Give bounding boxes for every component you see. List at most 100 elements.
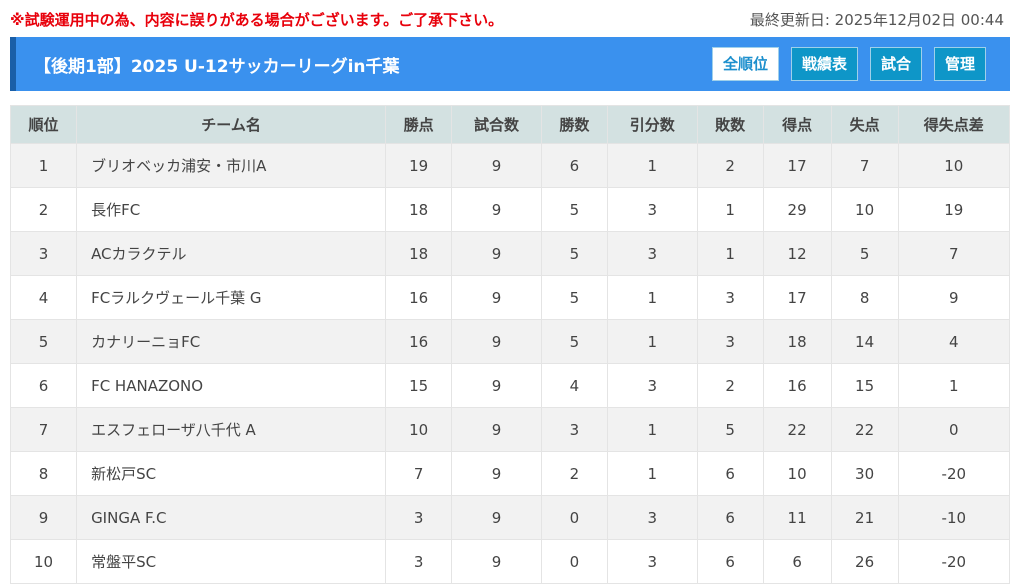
table-row: 1 ブリオベッカ浦安・市川A 19 9 6 1 2 17 7 10	[9, 143, 1011, 188]
table-cell: 19	[385, 143, 453, 188]
table-cell: 9	[451, 319, 542, 364]
table-cell: 5	[9, 319, 78, 364]
table-cell: 1	[606, 319, 698, 364]
table-cell: 15	[385, 363, 453, 408]
table-cell: 9	[9, 495, 78, 540]
team-name: ACカラクテル	[76, 231, 387, 276]
table-cell: 11	[762, 495, 832, 540]
table-cell: 16	[385, 275, 453, 320]
table-row: 5 カナリーニョFC 16 9 5 1 3 18 14 4	[9, 319, 1011, 364]
table-cell: 1	[9, 143, 78, 188]
table-cell: 9	[451, 495, 542, 540]
table-cell: 9	[451, 143, 542, 188]
table-cell: 9	[451, 363, 542, 408]
table-cell: 22	[762, 407, 832, 452]
table-cell: 10	[897, 143, 1011, 188]
table-cell: 1	[696, 231, 764, 276]
team-name: FC HANAZONO	[76, 363, 387, 408]
table-cell: 5	[696, 407, 764, 452]
table-cell: 15	[830, 363, 899, 408]
table-cell: 29	[762, 187, 832, 232]
team-name: GINGA F.C	[76, 495, 387, 540]
table-cell: 6	[696, 539, 764, 584]
admin-button[interactable]: 管理	[933, 47, 986, 81]
table-cell: 6	[696, 495, 764, 540]
table-cell: 16	[385, 319, 453, 364]
table-cell: 22	[830, 407, 899, 452]
table-cell: 6	[9, 363, 78, 408]
table-cell: 17	[762, 143, 832, 188]
table-cell: 4	[540, 363, 608, 408]
table-cell: 2	[9, 187, 78, 232]
team-name: ブリオベッカ浦安・市川A	[76, 143, 387, 188]
table-cell: 5	[540, 275, 608, 320]
table-cell: 18	[762, 319, 832, 364]
table-cell: -20	[897, 451, 1011, 496]
column-header: 敗数	[696, 105, 764, 144]
table-cell: 4	[897, 319, 1011, 364]
table-cell: 3	[540, 407, 608, 452]
table-cell: 0	[897, 407, 1011, 452]
table-cell: 3	[385, 495, 453, 540]
table-cell: 30	[830, 451, 899, 496]
table-cell: 10	[762, 451, 832, 496]
table-cell: 2	[696, 143, 764, 188]
last-updated: 最終更新日: 2025年12月02日 00:44	[749, 11, 1004, 29]
table-cell: 4	[9, 275, 78, 320]
table-cell: 17	[762, 275, 832, 320]
table-cell: 0	[540, 539, 608, 584]
table-cell: 3	[9, 231, 78, 276]
column-header: 勝数	[540, 105, 608, 144]
column-header: 順位	[9, 105, 78, 144]
table-cell: 2	[540, 451, 608, 496]
column-header: 失点	[830, 105, 899, 144]
table-cell: 7	[9, 407, 78, 452]
table-cell: 6	[696, 451, 764, 496]
table-cell: 6	[762, 539, 832, 584]
all-rankings-button[interactable]: 全順位	[711, 47, 779, 81]
table-cell: 3	[696, 275, 764, 320]
results-table-button[interactable]: 戦績表	[790, 47, 858, 81]
table-cell: 9	[897, 275, 1011, 320]
table-cell: 3	[385, 539, 453, 584]
team-name: エスフェローザ八千代 A	[76, 407, 387, 452]
table-row: 7 エスフェローザ八千代 A 10 9 3 1 5 22 22 0	[9, 407, 1011, 452]
table-cell: 5	[540, 231, 608, 276]
table-row: 10 常盤平SC 3 9 0 3 6 6 26 -20	[9, 539, 1011, 584]
table-cell: 10	[9, 539, 78, 584]
table-cell: 18	[385, 187, 453, 232]
table-cell: 1	[606, 143, 698, 188]
table-cell: 12	[762, 231, 832, 276]
table-cell: 16	[762, 363, 832, 408]
page-title: 【後期1部】2025 U-12サッカーリーグin千葉	[34, 57, 400, 77]
table-cell: 3	[606, 539, 698, 584]
table-cell: 5	[830, 231, 899, 276]
table-cell: 7	[385, 451, 453, 496]
table-cell: 6	[540, 143, 608, 188]
matches-button[interactable]: 試合	[869, 47, 922, 81]
table-row: 3 ACカラクテル 18 9 5 3 1 12 5 7	[9, 231, 1011, 276]
table-cell: 19	[897, 187, 1011, 232]
table-cell: 10	[830, 187, 899, 232]
team-name: カナリーニョFC	[76, 319, 387, 364]
table-row: 2 長作FC 18 9 5 3 1 29 10 19	[9, 187, 1011, 232]
column-header: 引分数	[606, 105, 698, 144]
table-cell: 3	[696, 319, 764, 364]
table-cell: 7	[897, 231, 1011, 276]
table-cell: 8	[830, 275, 899, 320]
table-cell: 1	[606, 407, 698, 452]
table-cell: -10	[897, 495, 1011, 540]
standings-table: 順位 チーム名 勝点 試合数 勝数 引分数 敗数 得点 失点 得失点差 1 ブリオベッカ浦安・市川A…	[9, 105, 1011, 584]
table-cell: 3	[606, 363, 698, 408]
team-name: FCラルクヴェール千葉 G	[76, 275, 387, 320]
table-cell: -20	[897, 539, 1011, 584]
table-cell: 1	[606, 275, 698, 320]
table-cell: 1	[897, 363, 1011, 408]
column-header: チーム名	[76, 105, 387, 144]
table-cell: 10	[385, 407, 453, 452]
table-cell: 26	[830, 539, 899, 584]
column-header: 試合数	[451, 105, 542, 144]
team-name: 常盤平SC	[76, 539, 387, 584]
table-cell: 8	[9, 451, 78, 496]
table-cell: 21	[830, 495, 899, 540]
